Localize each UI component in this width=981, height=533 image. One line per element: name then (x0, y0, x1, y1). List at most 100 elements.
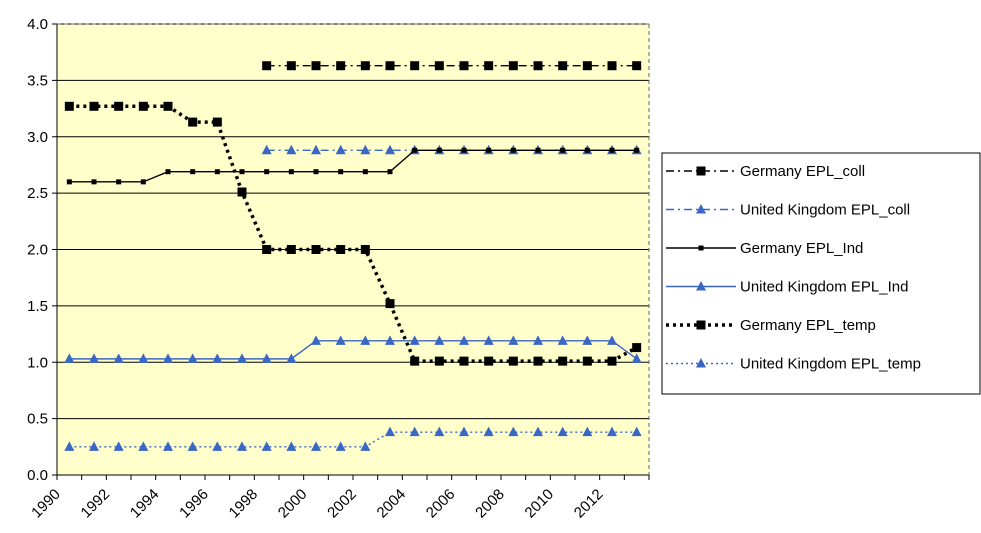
data-point (311, 245, 321, 254)
data-point (385, 426, 395, 437)
data-point (187, 353, 198, 363)
data-point (387, 169, 393, 175)
data-point (214, 169, 220, 175)
data-point (237, 353, 247, 363)
data-point (484, 61, 494, 71)
data-point (360, 61, 370, 71)
data-point (560, 147, 566, 153)
data-point (188, 117, 198, 127)
data-point (508, 335, 519, 345)
data-point (459, 356, 469, 366)
data-point (385, 335, 395, 345)
data-point (409, 335, 420, 345)
data-point (508, 61, 518, 71)
data-point (338, 169, 344, 175)
data-point (459, 61, 469, 71)
legend-marker-4 (696, 320, 706, 330)
data-point (609, 147, 615, 153)
data-point (237, 441, 247, 451)
data-point (508, 356, 518, 366)
data-point (335, 335, 346, 345)
data-point (582, 335, 593, 345)
legend-marker-5 (696, 358, 706, 368)
data-point (311, 335, 321, 345)
data-point (584, 147, 590, 153)
y-tick-label: 2.0 (27, 242, 48, 259)
data-point (91, 179, 97, 185)
data-point (336, 245, 346, 254)
x-tick-label: 2012 (571, 486, 607, 522)
x-tick-label: 2008 (472, 486, 508, 522)
x-tick-label: 1992 (78, 486, 114, 522)
data-point (264, 169, 270, 175)
y-tick-label: 3.0 (27, 129, 48, 146)
data-point (632, 343, 642, 353)
data-point (434, 61, 444, 71)
y-tick-label: 1.0 (27, 354, 48, 371)
data-point (557, 426, 568, 437)
legend: Germany EPL_coll United Kingdom EPL_coll G… (661, 152, 981, 395)
data-point (558, 61, 568, 71)
data-point (557, 335, 568, 345)
data-point (262, 61, 272, 71)
data-point (607, 426, 617, 437)
data-point (89, 353, 99, 363)
data-point (607, 356, 617, 366)
data-point (483, 426, 494, 437)
data-point (582, 426, 593, 437)
data-point (190, 169, 196, 175)
data-point (360, 144, 371, 155)
data-point (239, 169, 245, 175)
data-point (631, 426, 642, 437)
data-point (483, 335, 494, 345)
data-point (114, 101, 124, 111)
x-tick-label: 1990 (28, 486, 64, 522)
data-point (66, 179, 72, 185)
data-point (286, 245, 296, 254)
series-line (69, 149, 637, 183)
data-point (64, 441, 75, 451)
data-point (631, 353, 642, 363)
x-tick-label: 1994 (127, 486, 163, 522)
legend-label-0: Germany EPL_coll (740, 163, 865, 180)
x-tick-label: 1996 (176, 486, 212, 522)
data-point (461, 147, 467, 153)
data-point (607, 335, 617, 345)
data-point (409, 426, 420, 437)
data-point (163, 441, 173, 451)
data-point (385, 299, 395, 309)
legend-marker-2 (698, 245, 704, 251)
y-tick-label: 0.0 (27, 467, 48, 484)
data-point (165, 169, 171, 175)
y-tick-label: 4.0 (27, 16, 48, 33)
x-tick-label: 2004 (374, 486, 410, 522)
data-point (64, 353, 75, 363)
x-tick-label: 2006 (423, 486, 459, 522)
y-tick-label: 0.5 (27, 411, 48, 428)
series-2 (66, 147, 640, 185)
series (64, 61, 642, 451)
data-point (212, 117, 222, 127)
legend-label-4: Germany EPL_temp (740, 317, 876, 334)
data-point (607, 61, 617, 71)
data-point (360, 335, 371, 345)
data-point (459, 335, 469, 345)
data-point (311, 144, 321, 155)
legend-label-5: United Kingdom EPL_temp (740, 356, 921, 373)
data-point (140, 179, 146, 185)
data-point (533, 61, 543, 71)
data-point (286, 441, 297, 451)
legend-label-2: Germany EPL_Ind (740, 240, 863, 257)
y-tick-label: 2.5 (27, 185, 48, 202)
data-point (89, 101, 99, 111)
legend-marker-1 (696, 204, 706, 214)
data-point (286, 353, 297, 363)
data-point (533, 335, 543, 345)
data-point (187, 441, 198, 451)
data-point (434, 335, 445, 345)
data-point (582, 356, 592, 366)
data-point (510, 147, 516, 153)
data-point (434, 426, 445, 437)
data-point (163, 353, 173, 363)
